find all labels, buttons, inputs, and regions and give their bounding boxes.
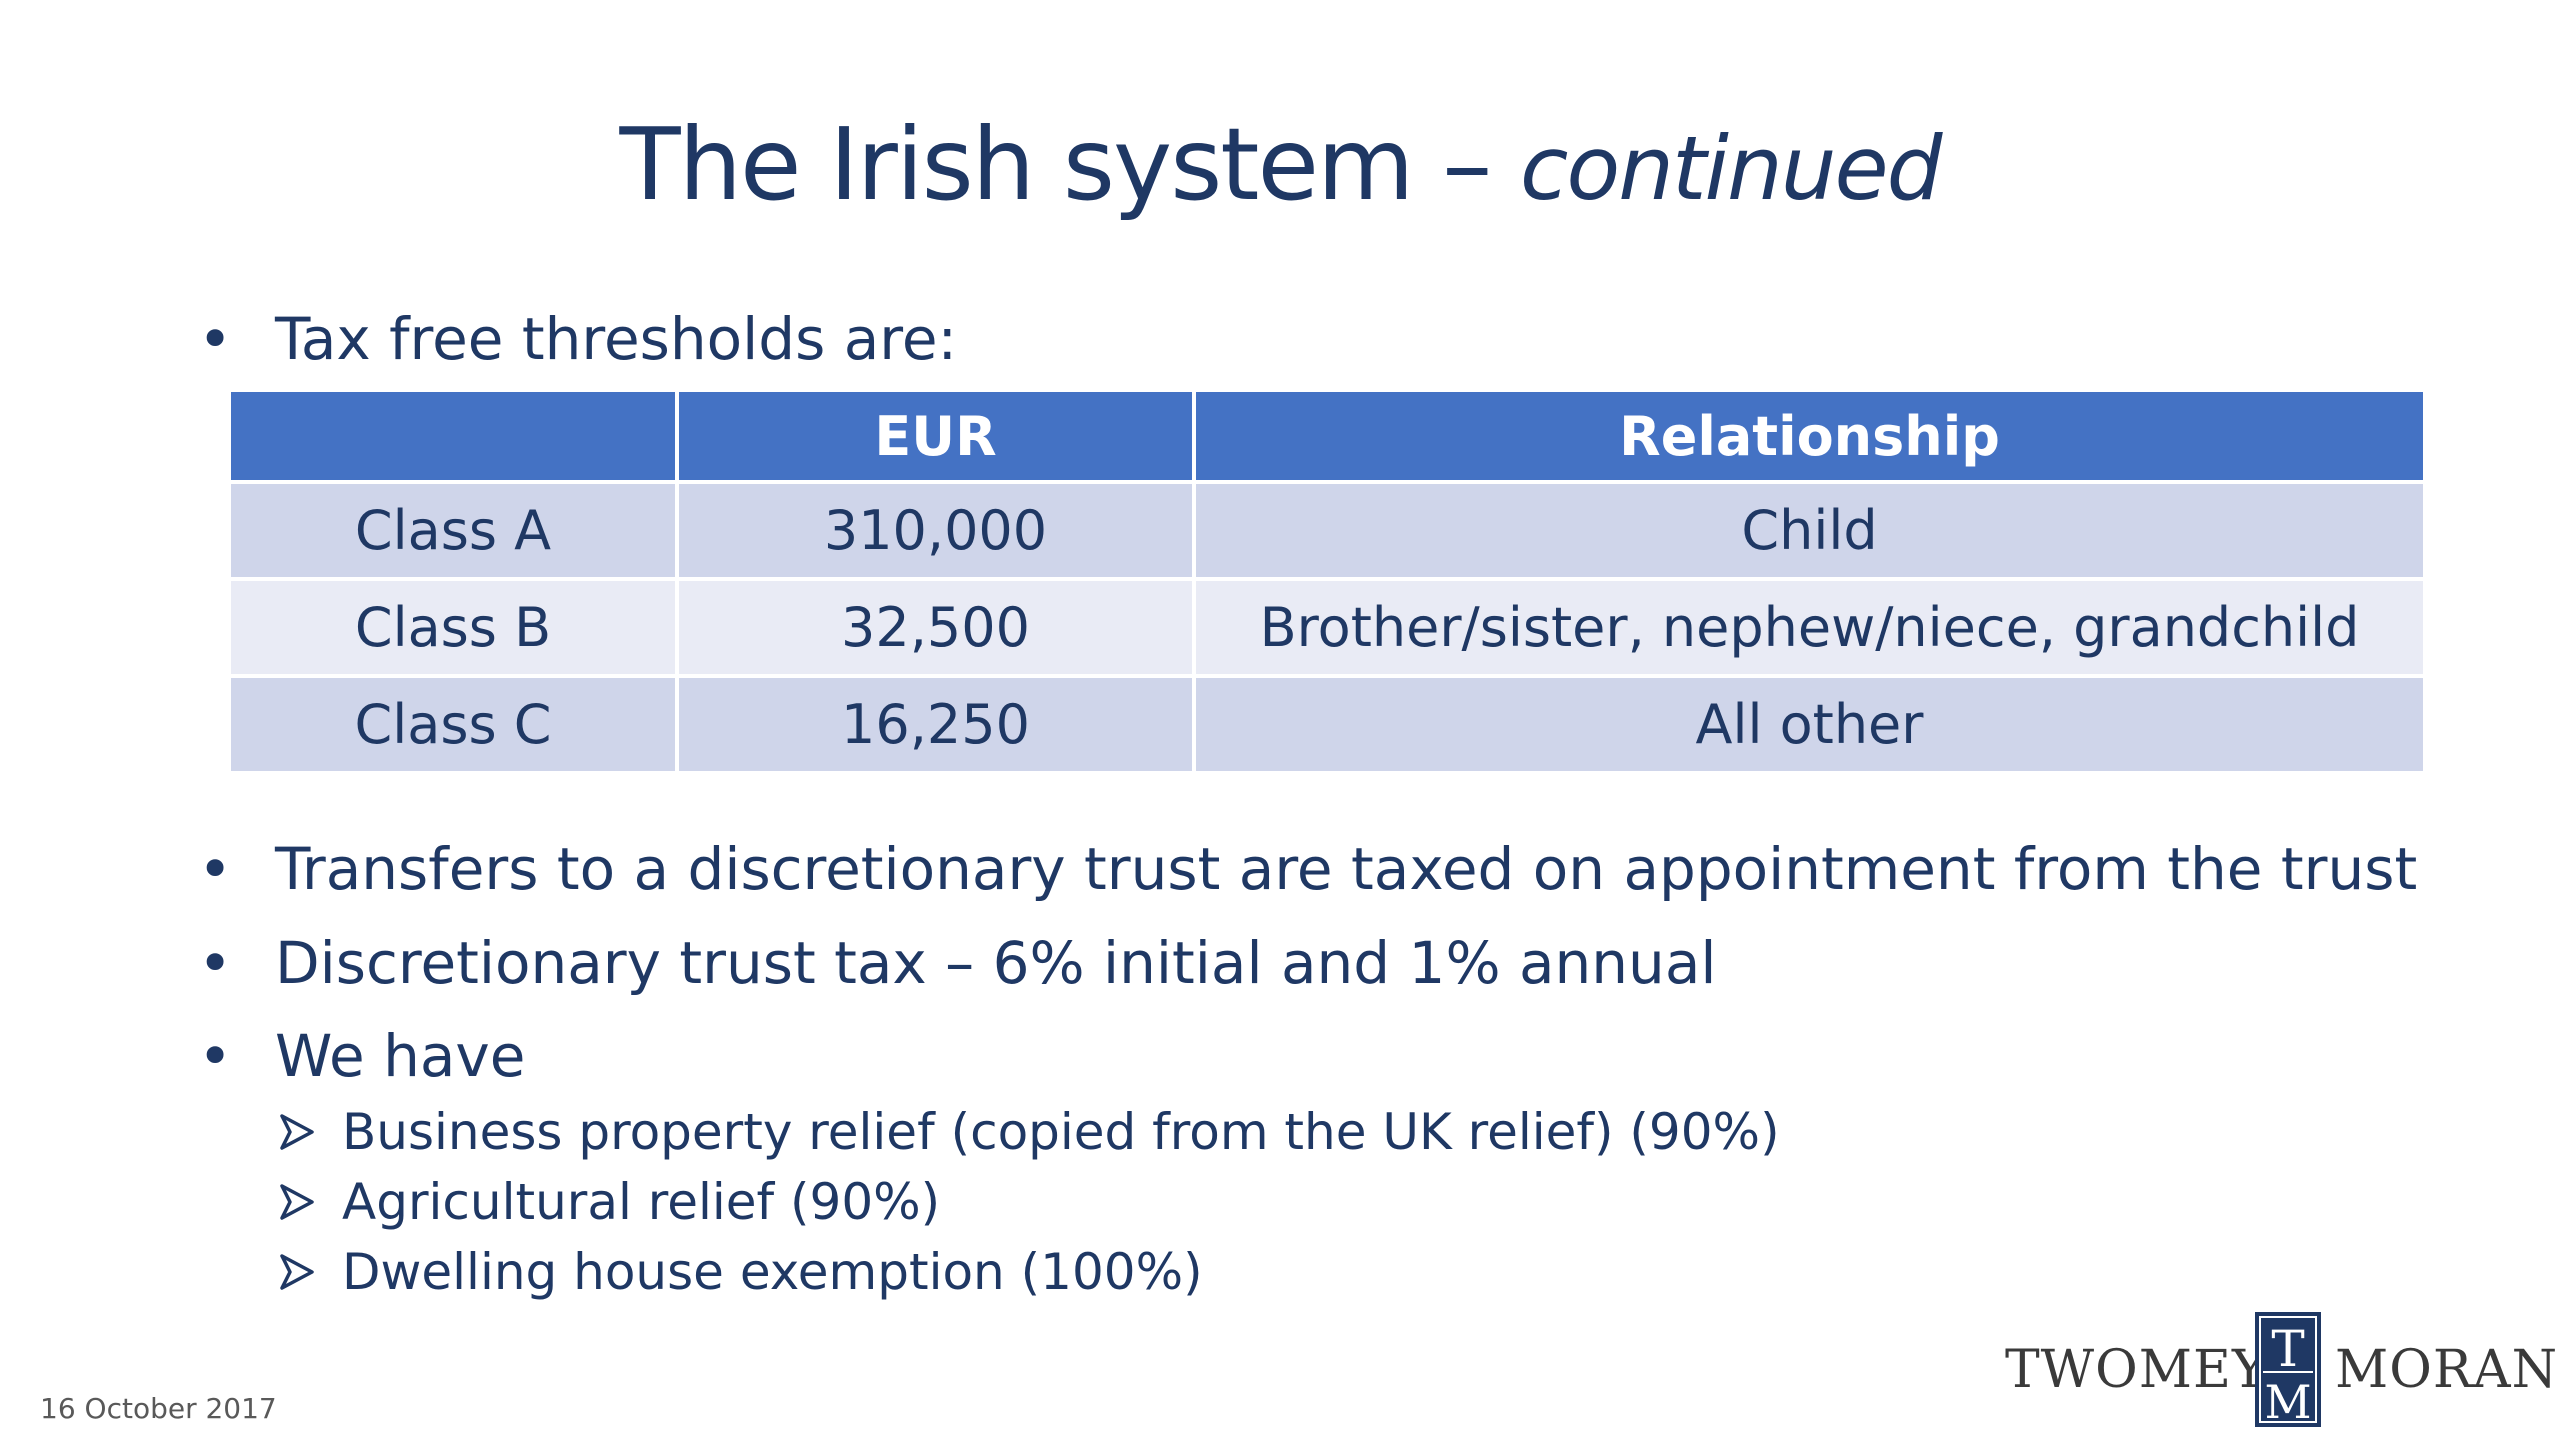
slide-title-italic: continued (1520, 117, 1942, 220)
bullet-text: Tax free thresholds are: (275, 305, 958, 373)
svg-text:T: T (2271, 1320, 2304, 1378)
table-cell-eur: 32,500 (677, 579, 1196, 678)
arrow-bullet-icon (280, 1184, 314, 1220)
table-row: Class C 16,250 All other (231, 676, 2423, 775)
table-header-row: EUR Relationship (231, 392, 2423, 484)
table-cell-class: Class A (231, 482, 679, 581)
arrow-bullet-icon (280, 1254, 314, 1290)
table-cell-eur: 16,250 (677, 676, 1196, 775)
slide-title-main: The Irish system – (619, 106, 1521, 223)
table-row: Class A 310,000 Child (231, 482, 2423, 581)
table-cell-eur: 310,000 (677, 482, 1196, 581)
slide-title: The Irish system – continued (0, 100, 2560, 234)
table-header-cell (231, 392, 679, 484)
table-header-cell: Relationship (1194, 392, 2423, 484)
thresholds-table: EUR Relationship Class A 310,000 Child C… (231, 392, 2423, 775)
table-row: Class B 32,500 Brother/sister, nephew/ni… (231, 579, 2423, 678)
logo-monogram-icon: T M (2255, 1312, 2321, 1427)
company-logo: TWOMEY T M MORAN (2005, 1312, 2557, 1427)
footer-date: 16 October 2017 (40, 1392, 277, 1425)
table-cell-relationship: Child (1194, 482, 2423, 581)
logo-word-left: TWOMEY (2005, 1340, 2268, 1400)
bullet-marker: • (198, 929, 233, 997)
bullet-marker: • (198, 835, 233, 903)
bullet-marker: • (198, 305, 233, 373)
table-header-cell: EUR (677, 392, 1196, 484)
svg-text:M: M (2264, 1375, 2311, 1427)
sub-bullet-text: Business property relief (copied from th… (342, 1103, 1780, 1161)
sub-bullet-text: Agricultural relief (90%) (342, 1173, 941, 1231)
logo-word-right: MORAN (2335, 1340, 2559, 1400)
table-cell-class: Class C (231, 676, 679, 775)
bullet-text: Transfers to a discretionary trust are t… (275, 835, 2418, 903)
sub-bullet-text: Dwelling house exemption (100%) (342, 1243, 1203, 1301)
bullet-marker: • (198, 1022, 233, 1090)
bullet-text: Discretionary trust tax – 6% initial and… (275, 929, 1717, 997)
table-cell-relationship: Brother/sister, nephew/niece, grandchild (1194, 579, 2423, 678)
arrow-bullet-icon (280, 1114, 314, 1150)
table-cell-relationship: All other (1194, 676, 2423, 775)
table-cell-class: Class B (231, 579, 679, 678)
bullet-text: We have (275, 1022, 526, 1090)
